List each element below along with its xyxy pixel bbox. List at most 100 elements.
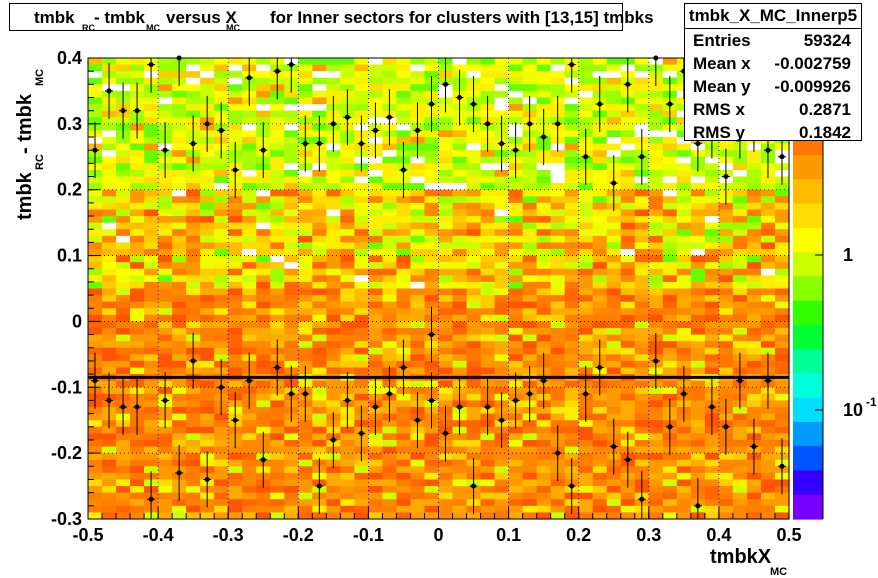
heatmap-cell [634, 235, 650, 243]
heatmap-cell [172, 347, 187, 355]
heatmap-cell [144, 360, 159, 369]
heatmap-cell [620, 189, 636, 197]
heatmap-cell [298, 453, 313, 461]
heatmap-cell [550, 248, 566, 257]
heatmap-cell [312, 281, 327, 290]
heatmap-cell [746, 472, 762, 481]
heatmap-cell [340, 156, 355, 164]
heatmap-cell [508, 341, 524, 349]
heatmap-cell [340, 367, 355, 375]
heatmap-cell [326, 407, 341, 415]
heatmap-cell [410, 466, 426, 474]
heatmap-cell [578, 242, 594, 250]
heatmap-cell [186, 459, 201, 467]
heatmap-cell [746, 486, 762, 494]
heatmap-cell [214, 505, 229, 514]
heatmap-cell [242, 512, 257, 520]
heatmap-cell [102, 169, 117, 178]
heatmap-cell [228, 459, 243, 467]
heatmap-cell [550, 301, 566, 309]
heatmap-cell [354, 347, 369, 355]
heatmap-cell [704, 479, 720, 487]
heatmap-cell [88, 486, 103, 494]
heatmap-cell [228, 281, 243, 290]
heatmap-cell [438, 295, 454, 303]
data-point [428, 397, 434, 403]
heatmap-cell [200, 183, 215, 191]
heatmap-cell [354, 262, 369, 270]
heatmap-cell [284, 275, 299, 283]
data-point [723, 424, 729, 430]
heatmap-cell [214, 295, 229, 303]
heatmap-cell [340, 321, 355, 329]
heatmap-cell [732, 334, 748, 342]
data-point [583, 154, 589, 160]
heatmap-cell [88, 321, 103, 329]
heatmap-cell [550, 400, 566, 408]
heatmap-cell [774, 433, 790, 441]
heatmap-cell [368, 433, 384, 441]
heatmap-cell [690, 459, 706, 467]
heatmap-cell [102, 492, 117, 500]
heatmap-cell [522, 308, 538, 316]
heatmap-cell [242, 169, 257, 178]
heatmap-cell [746, 156, 762, 164]
heatmap-cell [578, 58, 594, 66]
data-point [779, 154, 785, 160]
heatmap-cell [102, 360, 117, 369]
heatmap-cell [298, 235, 313, 243]
heatmap-cell [690, 347, 706, 355]
heatmap-cell [494, 262, 510, 270]
heatmap-cell [606, 413, 622, 421]
heatmap-cell [592, 328, 608, 336]
heatmap-cell [634, 104, 650, 112]
heatmap-cell [130, 196, 145, 204]
heatmap-cell [494, 84, 510, 92]
heatmap-cell [396, 229, 412, 237]
heatmap-cell [228, 314, 243, 323]
heatmap-cell [592, 275, 608, 283]
heatmap-cell [186, 433, 201, 441]
heatmap-cell [88, 216, 103, 224]
heatmap-cell [312, 288, 327, 296]
heatmap-cell [438, 354, 454, 362]
heatmap-cell [382, 288, 398, 296]
heatmap-cell [298, 308, 313, 316]
heatmap-cell [550, 196, 566, 204]
heatmap-cell [564, 400, 580, 408]
heatmap-cell [592, 202, 608, 211]
heatmap-cell [172, 400, 187, 408]
heatmap-cell [354, 472, 369, 481]
heatmap-cell [480, 58, 496, 66]
heatmap-cell [410, 169, 426, 178]
heatmap-cell [690, 341, 706, 349]
heatmap-cell [214, 169, 229, 178]
heatmap-cell [592, 163, 608, 171]
heatmap-cell [592, 143, 608, 151]
heatmap-cell [536, 97, 552, 105]
heatmap-cell [662, 347, 678, 355]
heatmap-cell [564, 104, 580, 112]
heatmap-cell [508, 354, 524, 362]
heatmap-cell [368, 472, 384, 481]
heatmap-cell [270, 492, 285, 500]
heatmap-cell [354, 367, 369, 375]
heatmap-cell [606, 472, 622, 481]
heatmap-cell [606, 367, 622, 375]
heatmap-cell [256, 183, 271, 191]
heatmap-cell [508, 505, 524, 514]
heatmap-cell [340, 426, 355, 434]
heatmap-cell [676, 314, 692, 323]
heatmap-cell [368, 90, 384, 99]
heatmap-cell [746, 176, 762, 184]
heatmap-cell [88, 512, 103, 520]
heatmap-cell [732, 466, 748, 474]
heatmap-cell [438, 117, 454, 125]
heatmap-cell [158, 295, 173, 303]
heatmap-cell [88, 347, 103, 355]
heatmap-cell [424, 71, 440, 79]
heatmap-cell [186, 97, 201, 105]
heatmap-cell [578, 512, 594, 520]
heatmap-cell [522, 479, 538, 487]
heatmap-cell [340, 216, 355, 224]
